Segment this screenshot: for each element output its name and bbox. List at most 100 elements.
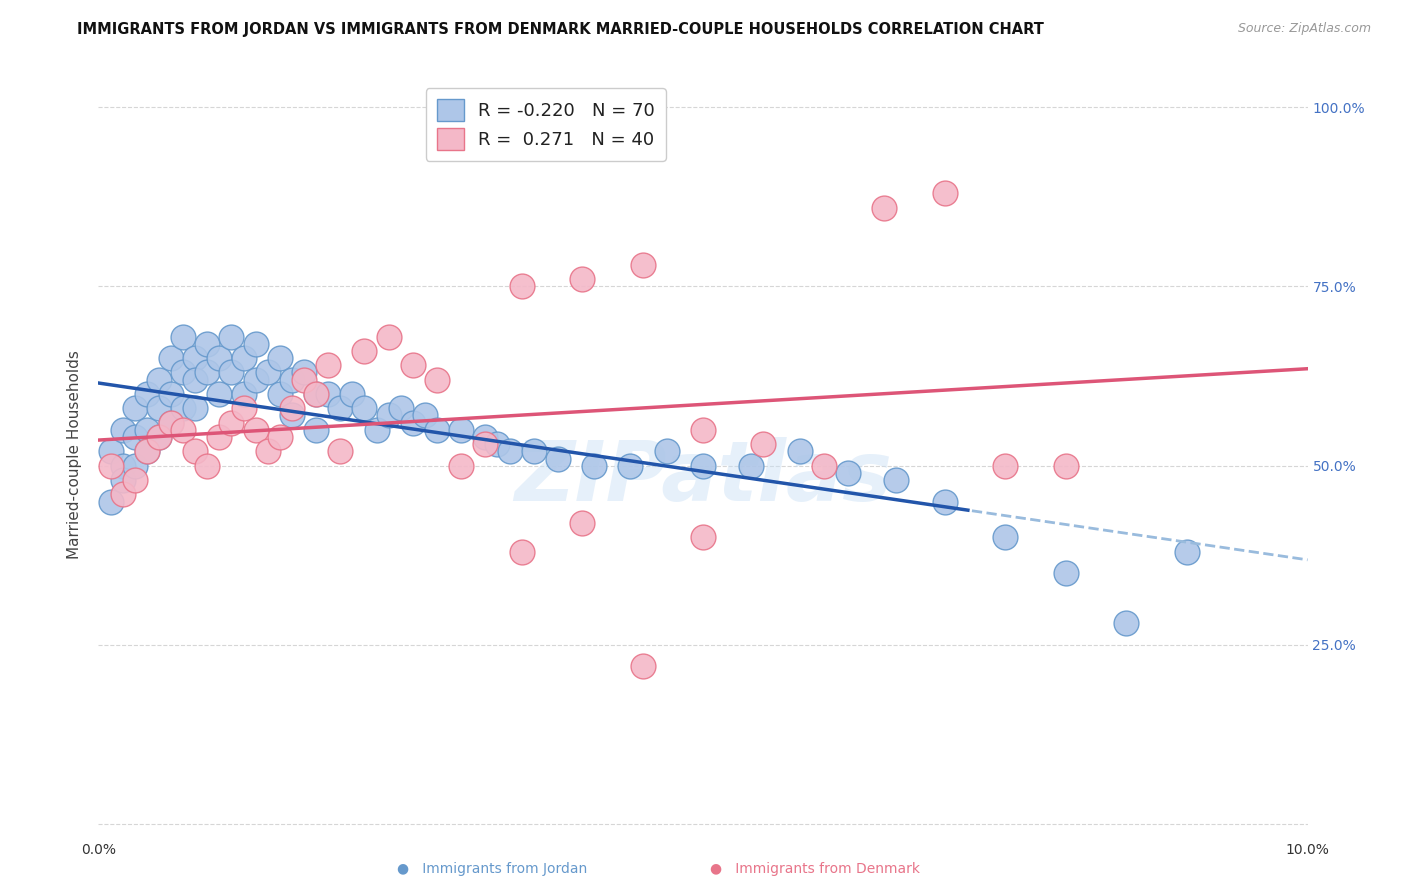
Point	[281, 401, 304, 416]
Point	[1054, 458, 1077, 473]
Point	[135, 444, 157, 458]
Point	[740, 458, 762, 473]
Text: ZIPatlas: ZIPatlas	[515, 437, 891, 518]
Point	[221, 329, 243, 343]
Point	[245, 336, 267, 351]
Point	[316, 387, 339, 401]
Point	[994, 458, 1017, 473]
Point	[148, 430, 170, 444]
Point	[195, 458, 218, 473]
Text: Source: ZipAtlas.com: Source: ZipAtlas.com	[1237, 22, 1371, 36]
Point	[245, 373, 267, 387]
Point	[172, 366, 194, 380]
Point	[510, 279, 533, 293]
Point	[232, 401, 254, 416]
Point	[160, 351, 183, 365]
Point	[316, 359, 339, 373]
Point	[292, 366, 315, 380]
Point	[366, 423, 388, 437]
Point	[934, 186, 956, 201]
Point	[389, 401, 412, 416]
Point	[160, 416, 183, 430]
Point	[523, 444, 546, 458]
Point	[426, 373, 449, 387]
Point	[281, 373, 304, 387]
Point	[124, 458, 146, 473]
Text: IMMIGRANTS FROM JORDAN VS IMMIGRANTS FROM DENMARK MARRIED-COUPLE HOUSEHOLDS CORR: IMMIGRANTS FROM JORDAN VS IMMIGRANTS FRO…	[77, 22, 1045, 37]
Point	[474, 437, 496, 451]
Point	[450, 458, 472, 473]
Point	[837, 466, 859, 480]
Point	[353, 401, 375, 416]
Point	[342, 387, 364, 401]
Point	[474, 430, 496, 444]
Point	[692, 530, 714, 544]
Point	[135, 444, 157, 458]
Point	[100, 494, 122, 508]
Point	[184, 401, 207, 416]
Point	[571, 516, 593, 530]
Point	[148, 401, 170, 416]
Point	[245, 423, 267, 437]
Point	[269, 387, 291, 401]
Point	[221, 416, 243, 430]
Point	[160, 416, 183, 430]
Point	[377, 329, 399, 343]
Point	[789, 444, 811, 458]
Point	[619, 458, 641, 473]
Point	[752, 437, 775, 451]
Point	[426, 423, 449, 437]
Point	[813, 458, 835, 473]
Point	[305, 387, 328, 401]
Point	[135, 423, 157, 437]
Point	[172, 423, 194, 437]
Point	[208, 387, 231, 401]
Point	[184, 444, 207, 458]
Point	[172, 401, 194, 416]
Point	[160, 387, 183, 401]
Point	[1115, 616, 1137, 631]
Point	[583, 458, 606, 473]
Point	[329, 444, 352, 458]
Point	[256, 366, 278, 380]
Point	[353, 343, 375, 358]
Point	[111, 423, 134, 437]
Point	[172, 329, 194, 343]
Point	[256, 444, 278, 458]
Point	[305, 423, 328, 437]
Point	[886, 473, 908, 487]
Point	[269, 430, 291, 444]
Point	[498, 444, 520, 458]
Point	[184, 351, 207, 365]
Point	[148, 373, 170, 387]
Point	[195, 366, 218, 380]
Point	[547, 451, 569, 466]
Point	[1054, 566, 1077, 581]
Point	[111, 487, 134, 501]
Point	[124, 430, 146, 444]
Point	[1175, 545, 1198, 559]
Point	[292, 373, 315, 387]
Point	[413, 409, 436, 423]
Point	[195, 336, 218, 351]
Point	[100, 458, 122, 473]
Point	[655, 444, 678, 458]
Y-axis label: Married-couple Households: Married-couple Households	[67, 351, 83, 559]
Point	[377, 409, 399, 423]
Point	[692, 458, 714, 473]
Point	[994, 530, 1017, 544]
Point	[111, 473, 134, 487]
Text: ●   Immigrants from Denmark: ● Immigrants from Denmark	[710, 862, 921, 876]
Point	[692, 423, 714, 437]
Point	[124, 473, 146, 487]
Point	[450, 423, 472, 437]
Point	[631, 258, 654, 272]
Point	[208, 351, 231, 365]
Point	[510, 545, 533, 559]
Point	[402, 359, 425, 373]
Point	[281, 409, 304, 423]
Point	[571, 272, 593, 286]
Point	[486, 437, 509, 451]
Point	[873, 201, 896, 215]
Point	[111, 458, 134, 473]
